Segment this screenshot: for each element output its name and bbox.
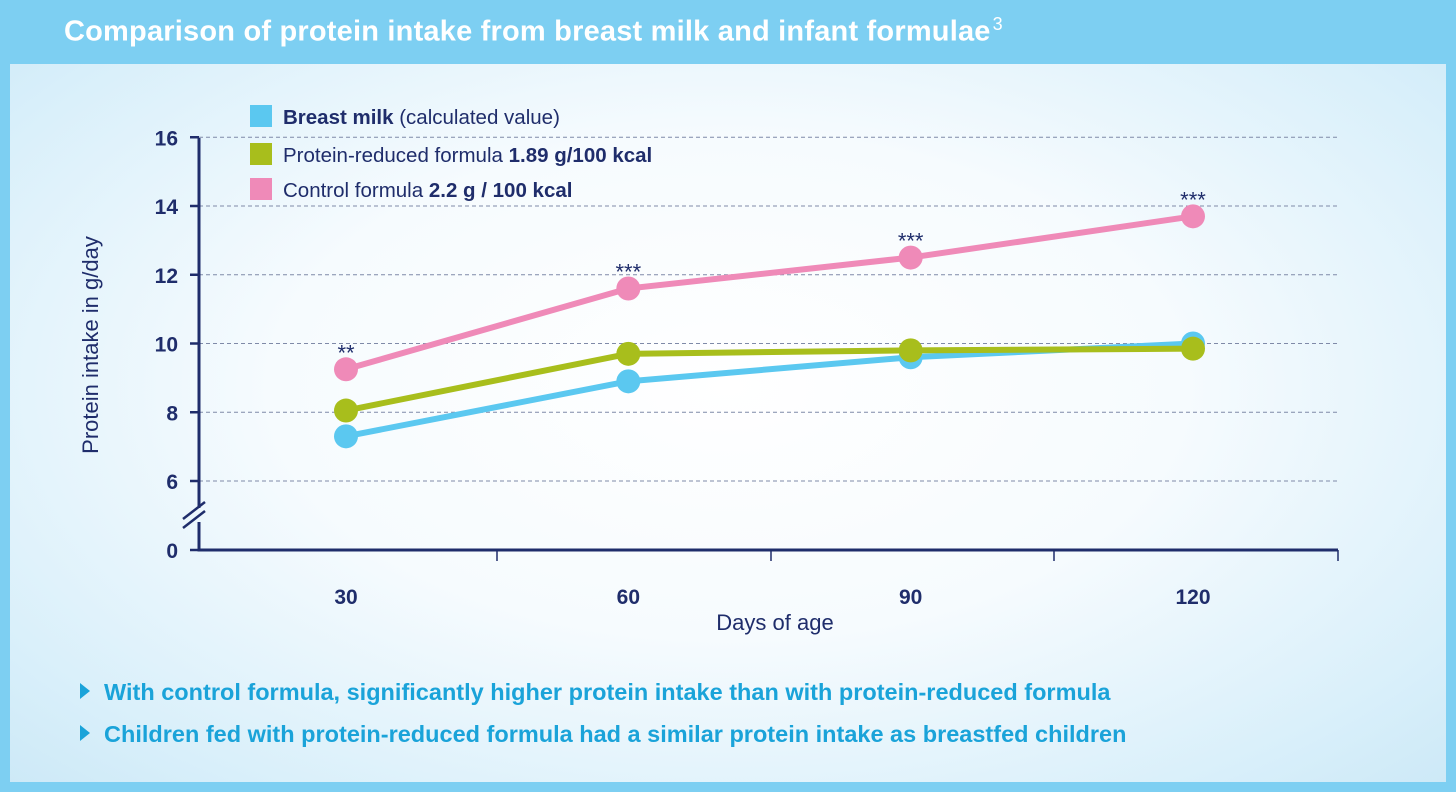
x-tick-label: 60 xyxy=(617,586,640,609)
legend-label-reduced_formula: Protein-reduced formula 1.89 g/100 kcal xyxy=(283,144,652,167)
legend-swatch-control_formula xyxy=(250,178,272,200)
data-point-reduced_formula xyxy=(1181,336,1205,361)
series-line-control_formula xyxy=(343,213,1196,373)
finding-1: With control formula, significantly high… xyxy=(80,674,1126,716)
legend-label-breast_milk: Breast milk (calculated value) xyxy=(283,106,560,129)
axis-break-mark xyxy=(182,501,206,520)
significance-marker: *** xyxy=(1180,187,1206,212)
y-tick-label: 10 xyxy=(155,334,178,357)
data-point-breast_milk xyxy=(334,424,358,449)
legend-swatch-reduced_formula xyxy=(250,143,272,165)
data-point-reduced_formula xyxy=(898,338,923,363)
legend-label-control_formula: Control formula 2.2 g / 100 kcal xyxy=(283,179,572,202)
data-point-control_formula xyxy=(898,245,923,270)
legend-swatch-breast_milk xyxy=(250,105,272,127)
data-point-control_formula xyxy=(1181,204,1205,229)
series-line-reduced_formula xyxy=(343,345,1196,414)
x-tick-label: 120 xyxy=(1175,586,1210,609)
significance-marker: *** xyxy=(615,260,641,285)
finding-2: Children fed with protein-reduced formul… xyxy=(80,716,1127,758)
bullet-arrow-icon xyxy=(80,725,90,741)
title-footnote-ref: 3 xyxy=(992,14,1003,34)
bullet-arrow-icon xyxy=(80,683,90,699)
y-tick-label: 0 xyxy=(166,540,178,563)
axis-break-mark xyxy=(182,510,206,529)
y-tick-label: 14 xyxy=(155,196,179,219)
finding-1-text: With control formula, significantly high… xyxy=(104,679,1111,705)
data-point-control_formula xyxy=(616,276,641,301)
y-axis-title: Protein intake in g/day xyxy=(78,236,103,454)
chart-panel xyxy=(10,64,1446,782)
significance-marker: *** xyxy=(898,229,924,254)
x-tick-label: 30 xyxy=(334,586,357,609)
finding-2-text: Children fed with protein-reduced formul… xyxy=(104,721,1127,747)
page-title: Comparison of protein intake from breast… xyxy=(64,14,1003,48)
header-bar: Comparison of protein intake from breast… xyxy=(0,0,1456,64)
y-tick-label: 8 xyxy=(166,402,178,425)
data-point-reduced_formula xyxy=(334,398,358,423)
data-point-control_formula xyxy=(334,357,358,382)
x-tick-label: 90 xyxy=(899,586,922,609)
y-tick-label: 12 xyxy=(155,265,178,288)
data-point-breast_milk xyxy=(616,369,641,394)
significance-marker: ** xyxy=(337,340,355,365)
data-point-reduced_formula xyxy=(616,341,641,366)
series-line-breast_milk xyxy=(343,340,1196,440)
y-tick-label: 16 xyxy=(155,127,178,150)
y-tick-label: 6 xyxy=(166,471,178,494)
x-axis-title: Days of age xyxy=(716,610,833,635)
key-findings: With control formula, significantly high… xyxy=(80,674,1127,758)
